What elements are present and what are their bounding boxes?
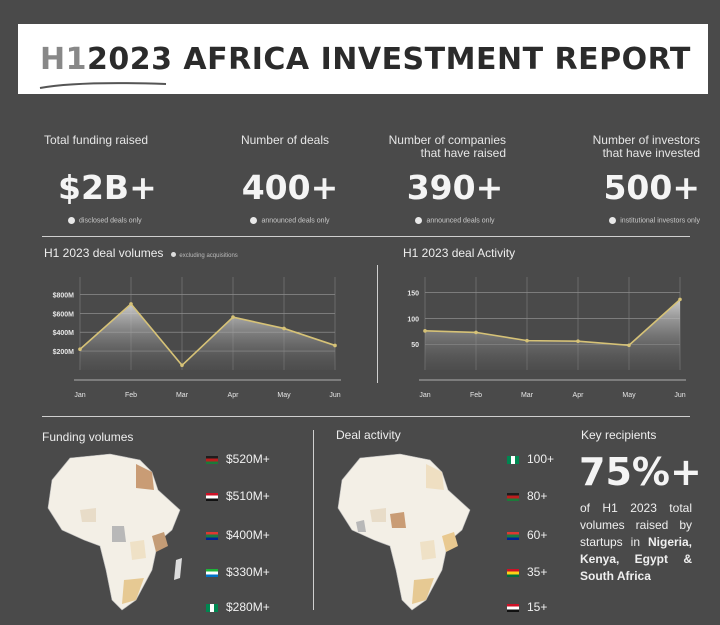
info-icon (415, 217, 423, 224)
stat-label: Number of companies that have raised (388, 133, 506, 160)
info-icon (68, 217, 75, 224)
legend-row: 60+ (507, 528, 547, 542)
divider (42, 236, 690, 237)
x-tick-label: Mar (176, 392, 189, 399)
title-underline (39, 82, 167, 89)
data-point (474, 330, 478, 335)
africa-map-funding (47, 453, 182, 611)
series-area (80, 303, 335, 370)
x-tick-label: Feb (470, 392, 482, 399)
stat-note: disclosed deals only (68, 217, 214, 224)
africa-map-activity (337, 453, 471, 611)
stat-note: institutional investors only (530, 217, 700, 224)
legend-row: 80+ (507, 489, 547, 503)
legend-row: 35+ (507, 565, 547, 579)
y-tick-label: 150 (407, 291, 419, 298)
stat-label: Number of investors that have invested (592, 133, 700, 160)
legend-row: $510M+ (206, 489, 270, 503)
stat-companies: Number of companies that have raised 390… (370, 133, 540, 225)
y-tick-label: $800M (53, 292, 75, 299)
south-africa-flag-icon (206, 531, 218, 540)
stat-deals: Number of deals 400+ announced deals onl… (205, 133, 375, 225)
data-point (525, 338, 529, 343)
divider (313, 430, 314, 610)
stat-value: 390+ (406, 168, 504, 207)
deal-volumes-chart: $200M $400M $600M $800M Jan Feb Mar Apr May Jun (53, 277, 341, 399)
stat-investors: Number of investors that have invested 5… (530, 133, 700, 225)
data-point (678, 297, 682, 302)
y-tick-label: $600M (53, 311, 75, 318)
x-tick-label: Apr (228, 392, 240, 399)
kenya-flag-icon (206, 455, 218, 464)
x-tick-label: Mar (521, 392, 534, 399)
data-point (231, 315, 235, 319)
key-recipients-text: of H1 2023 total volumes raised by start… (580, 501, 692, 583)
legend-row: $400M+ (206, 528, 270, 542)
legend-row: 100+ (507, 452, 554, 466)
data-point (576, 339, 580, 343)
info-icon (609, 217, 617, 224)
info-icon (171, 252, 177, 257)
funding-volumes-title: Funding volumes (42, 430, 134, 444)
sierra-leone-flag-icon (206, 568, 218, 577)
title-prefix: H1 (40, 42, 87, 77)
x-tick-label: Jan (74, 392, 85, 399)
data-point (627, 343, 631, 348)
egypt-flag-icon (206, 492, 218, 501)
x-tick-label: May (277, 392, 291, 399)
legend-row: 15+ (507, 600, 547, 614)
series-line (79, 302, 336, 367)
stat-value: 400+ (241, 168, 339, 207)
report-header: H12023 AFRICA INVESTMENT REPORT (18, 24, 708, 94)
kenya-flag-icon (507, 492, 519, 501)
divider (42, 416, 690, 417)
data-point (78, 347, 82, 352)
egypt-flag-icon (507, 603, 519, 612)
y-tick-label: 100 (407, 316, 419, 323)
report-title: H12023 AFRICA INVESTMENT REPORT (40, 42, 691, 77)
chart-title-volumes: H1 2023 deal volumes excluding acquisitio… (44, 246, 238, 260)
x-tick-label: May (622, 392, 636, 399)
x-tick-label: Jan (419, 392, 430, 399)
chart-title-activity: H1 2023 deal Activity (403, 246, 516, 260)
nigeria-flag-icon (507, 455, 519, 464)
stat-value: 500+ (603, 168, 700, 207)
y-tick-label: $400M (53, 330, 75, 337)
stat-note: announced deals only (370, 217, 540, 224)
legend-row: $330M+ (206, 565, 270, 579)
data-point (180, 363, 184, 368)
x-tick-label: Jun (674, 392, 685, 399)
key-recipients-value: 75%+ (579, 450, 702, 494)
divider (377, 265, 378, 383)
stat-label: Total funding raised (44, 133, 149, 147)
deal-activity-title: Deal activity (336, 428, 401, 442)
x-tick-label: Apr (573, 392, 585, 399)
nigeria-flag-icon (206, 603, 218, 612)
x-tick-label: Feb (125, 392, 137, 399)
stat-value: $2B+ (58, 168, 157, 207)
deal-activity-chart: 50 100 150 Jan Feb Mar Apr May Jun (407, 277, 686, 399)
ghana-flag-icon (507, 568, 519, 577)
y-tick-label: $200M (53, 349, 75, 356)
south-africa-flag-icon (507, 531, 519, 540)
title-rest: 2023 AFRICA INVESTMENT REPORT (86, 42, 691, 77)
key-recipients-title: Key recipients (581, 428, 657, 442)
data-point (423, 329, 427, 333)
x-tick-label: Jun (329, 392, 340, 399)
stat-total-funding: Total funding raised $2B+ disclosed deal… (44, 133, 214, 225)
series-line (424, 298, 681, 347)
chart-note: excluding acquisitions (171, 252, 238, 259)
data-point (282, 326, 286, 331)
series-area (425, 299, 680, 370)
legend-row: $280M+ (206, 600, 270, 614)
stat-note: announced deals only (205, 217, 375, 224)
data-point (333, 343, 337, 348)
legend-row: $520M+ (206, 452, 270, 466)
data-point (129, 302, 133, 306)
info-icon (250, 217, 258, 224)
stat-label: Number of deals (240, 133, 329, 147)
y-tick-label: 50 (411, 342, 419, 349)
